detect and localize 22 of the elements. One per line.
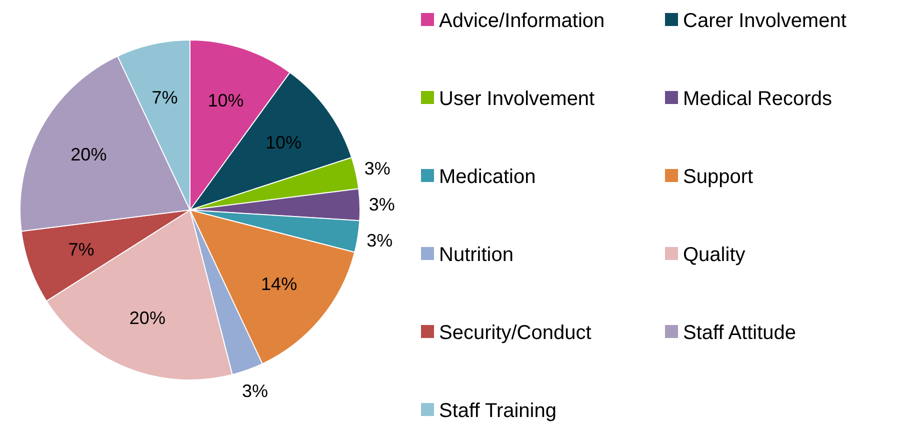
legend-label: Staff Training <box>439 400 556 422</box>
data-label: 20% <box>70 144 107 165</box>
legend-label: Security/Conduct <box>439 322 592 344</box>
data-label: 7% <box>68 239 94 260</box>
legend-label: Quality <box>683 244 746 266</box>
data-label: 14% <box>261 274 298 294</box>
data-label: 10% <box>266 132 302 152</box>
data-label: 3% <box>366 230 393 250</box>
data-label: 3% <box>242 380 268 401</box>
legend-label: Staff Attitude <box>683 322 796 344</box>
legend-label: Carer Involvement <box>683 10 847 32</box>
data-label: 7% <box>152 87 178 108</box>
legend-label: Support <box>683 166 754 188</box>
legend-label: Medication <box>439 166 536 188</box>
legend-label: Advice/Information <box>439 10 605 32</box>
data-label: 10% <box>208 90 244 110</box>
legend-label: User Involvement <box>439 88 596 110</box>
data-label: 20% <box>129 308 166 328</box>
data-label: 3% <box>368 194 395 214</box>
data-label: 3% <box>364 158 390 178</box>
legend-label: Nutrition <box>439 244 514 266</box>
legend-label: Medical Records <box>683 88 832 110</box>
